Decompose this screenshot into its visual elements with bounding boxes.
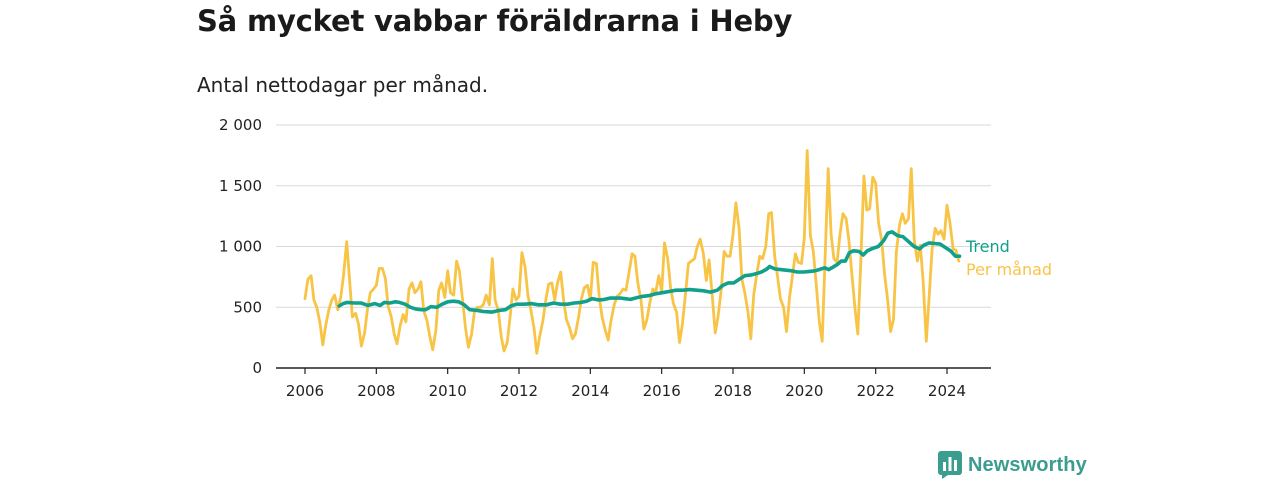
y-tick-label: 2 000 xyxy=(219,116,262,134)
legend-monthly: Per månad xyxy=(966,260,1052,279)
newsworthy-logo-icon xyxy=(938,451,962,479)
y-tick-label: 1 500 xyxy=(219,177,262,195)
x-tick-label: 2012 xyxy=(500,382,538,400)
chart-title: Så mycket vabbar föräldrarna i Heby xyxy=(197,4,793,38)
legend: Per månad Trend xyxy=(965,237,1052,279)
x-tick-label: 2010 xyxy=(429,382,467,400)
x-tick-label: 2006 xyxy=(286,382,324,400)
trend-line xyxy=(337,230,962,314)
y-tick-label: 1 000 xyxy=(219,238,262,256)
x-tick-label: 2008 xyxy=(357,382,395,400)
x-tick-label: 2014 xyxy=(571,382,609,400)
chart-subtitle: Antal nettodagar per månad. xyxy=(197,73,489,97)
brand[interactable]: Newsworthy xyxy=(938,450,1087,480)
y-axis: 0 500 1 000 1 500 2 000 xyxy=(219,116,262,377)
x-tick-label: 2022 xyxy=(857,382,895,400)
x-axis: 2006 2008 2010 2012 2014 2016 2018 2020 2022 2024 xyxy=(276,367,991,400)
legend-trend: Trend xyxy=(965,237,1010,256)
series-lines xyxy=(303,149,962,355)
brand-name: Newsworthy xyxy=(968,453,1087,476)
x-tick-label: 2020 xyxy=(785,382,823,400)
x-tick-label: 2024 xyxy=(928,382,966,400)
grid-lines xyxy=(276,124,991,308)
y-tick-label: 0 xyxy=(252,359,262,377)
y-tick-label: 500 xyxy=(233,298,262,316)
x-tick-label: 2016 xyxy=(643,382,681,400)
x-tick-label: 2018 xyxy=(714,382,752,400)
